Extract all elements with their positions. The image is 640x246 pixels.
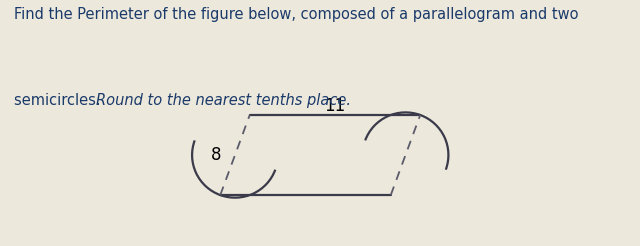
Text: 8: 8 bbox=[211, 146, 221, 164]
Text: Find the Perimeter of the figure below, composed of a parallelogram and two: Find the Perimeter of the figure below, … bbox=[14, 7, 579, 22]
Text: semicircles.: semicircles. bbox=[14, 93, 106, 108]
Text: Round to the nearest tenths place.: Round to the nearest tenths place. bbox=[96, 93, 351, 108]
Text: 11: 11 bbox=[324, 97, 346, 115]
